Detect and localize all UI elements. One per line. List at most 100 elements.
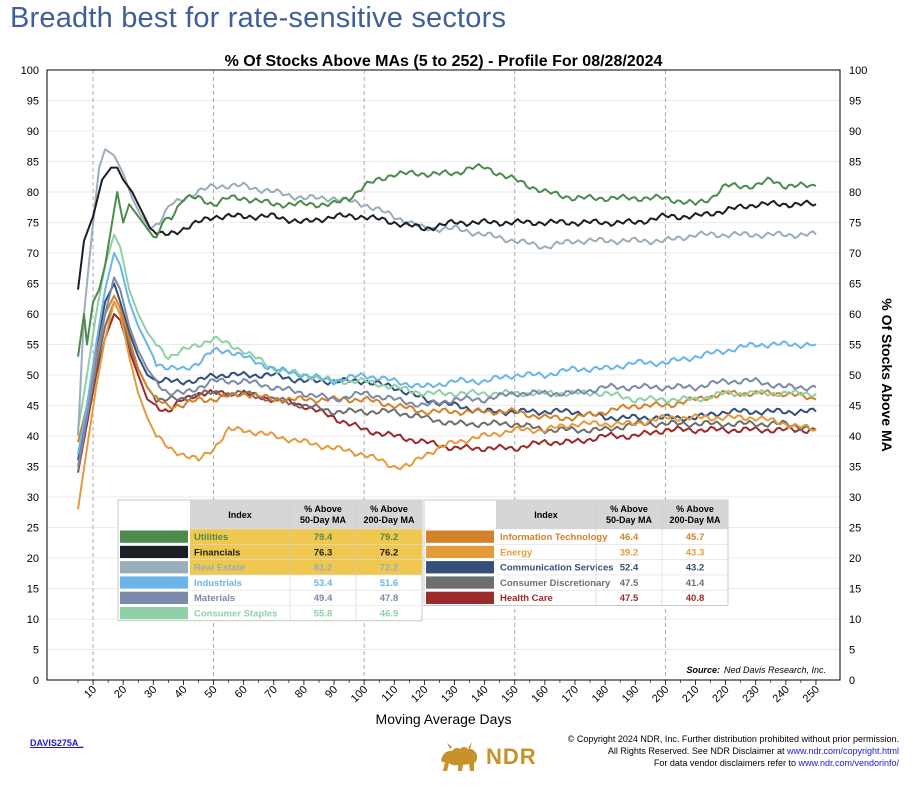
y-tick-label: 95	[27, 96, 39, 108]
legend-entry-200d: 43.2	[686, 563, 705, 574]
x-tick-label: 240	[771, 684, 792, 705]
y-tick-label-right: 95	[849, 96, 861, 108]
y-tick-label-right: 5	[849, 645, 855, 657]
ndr-logo: NDR	[438, 740, 537, 774]
legend-swatch	[120, 561, 188, 574]
legend-entry-name: Consumer Discretionary	[500, 578, 611, 589]
x-tick-label: 190	[620, 684, 641, 705]
y-tick-label: 20	[27, 553, 39, 565]
y-axis-right: 0 5 10 15 20 25 30 35 40 45 50 55 60 65 70 75 80 85 90 95 10…	[849, 65, 867, 687]
y-tick-label-right: 15	[849, 584, 861, 596]
series-line-industrials	[77, 252, 817, 455]
source-label: Source:	[686, 665, 720, 675]
legend-swatch	[120, 576, 188, 589]
x-tick-label: 40	[172, 684, 189, 701]
legend-header-bg	[496, 500, 728, 529]
y-tick-label-right: 50	[849, 370, 861, 382]
legend-row-highlight	[190, 544, 422, 560]
legend-swatch	[426, 591, 494, 604]
legend-swatch	[120, 591, 188, 604]
series-line-materials	[77, 276, 817, 467]
x-tick-label: 80	[293, 684, 310, 701]
legend-swatch	[426, 545, 494, 559]
y-tick-label-right: 100	[849, 65, 867, 77]
source-note: Source: Ned Davis Research, Inc.	[686, 665, 826, 675]
legend-swatch	[426, 561, 494, 574]
y-tick-label: 45	[27, 401, 39, 413]
legend-entry-200d: 43.3	[686, 547, 705, 558]
x-tick-label: 120	[409, 684, 430, 705]
legend-entry-name: Information Technology	[500, 532, 608, 543]
legend-entry-200d: 45.7	[686, 532, 705, 543]
legend-entry-50d: 55.8	[314, 609, 333, 620]
legend-swatch	[426, 576, 494, 589]
y-tick-label-right: 75	[849, 218, 861, 230]
copyright-line-3: For data vendor disclaimers refer to www…	[568, 757, 899, 769]
x-tick-label: 130	[439, 684, 460, 705]
legend-entry-200d: 76.2	[380, 547, 399, 558]
legend-swatch	[120, 530, 188, 543]
y-tick-label: 50	[27, 370, 39, 382]
legend-header-col: 200-Day MA	[669, 515, 721, 525]
vendor-info-link[interactable]: www.ndr.com/vendorinfo/	[798, 758, 899, 768]
plot-frame	[46, 69, 841, 681]
legend-entry-200d: 51.6	[380, 578, 399, 589]
x-tick-label: 140	[469, 684, 490, 705]
copyright-line-2-text: All Rights Reserved. See NDR Disclaimer …	[607, 746, 787, 756]
y-tick-label-right: 45	[849, 401, 861, 413]
legend-swatch	[120, 607, 188, 620]
y-tick-label: 30	[27, 492, 39, 504]
x-axis-label: Moving Average Days	[376, 711, 512, 727]
chart-title: % Of Stocks Above MAs (5 to 252) - Profi…	[225, 53, 663, 70]
y-tick-label: 80	[27, 187, 39, 199]
legend-entry-name: Consumer Staples	[194, 609, 277, 620]
y-tick-label-right: 70	[849, 248, 861, 260]
legend-row-highlight	[190, 559, 422, 575]
legend-entry-name: Real Estate	[194, 563, 245, 574]
chart-code: DAVIS275A_	[30, 738, 84, 748]
legend-header-index: Index	[228, 510, 252, 520]
legend-entry-name: Financials	[194, 547, 240, 558]
y-tick-label-right: 90	[849, 126, 861, 138]
y-tick-label: 10	[27, 614, 39, 626]
legend-entry-200d: 72.2	[380, 563, 399, 574]
x-tick-label: 110	[380, 684, 401, 705]
headline: Breadth best for rate-sensitive sectors	[10, 2, 507, 34]
y-tick-label: 5	[33, 645, 39, 657]
y-tick-label: 15	[27, 584, 39, 596]
copyright-link[interactable]: www.ndr.com/copyright.html	[786, 746, 899, 756]
x-tick-label: 210	[680, 684, 701, 705]
legend-header-col: 200-Day MA	[363, 515, 415, 525]
y-tick-label: 0	[33, 675, 39, 687]
x-tick-label: 230	[740, 684, 761, 705]
x-tick-label: 150	[499, 684, 520, 705]
y-tick-label-right: 20	[849, 553, 861, 565]
legend-swatch	[120, 545, 188, 559]
y-tick-label-right: 0	[849, 675, 855, 687]
legend-entry-200d: 46.9	[380, 609, 399, 620]
x-tick-label: 180	[590, 684, 611, 705]
copyright-line-2: All Rights Reserved. See NDR Disclaimer …	[568, 745, 899, 757]
y-tick-label: 35	[27, 462, 39, 474]
bull-bear-icon	[441, 742, 478, 771]
legend-entry-name: Utilities	[194, 532, 228, 543]
legend-entry-200d: 47.8	[380, 593, 399, 604]
y-tick-label: 70	[27, 248, 39, 260]
legend-entry-name: Materials	[194, 593, 235, 604]
series-line-real-estate	[77, 148, 817, 437]
x-tick-label: 90	[323, 684, 340, 701]
y-tick-label: 85	[27, 157, 39, 169]
y-tick-label-right: 10	[849, 614, 861, 626]
legend-swatch	[426, 530, 494, 543]
ndr-logo-text: NDR	[486, 744, 537, 769]
y-tick-label: 55	[27, 340, 39, 352]
x-tick-label: 30	[142, 684, 159, 701]
legend-entry-200d: 79.2	[380, 532, 399, 543]
legend-entry-50d: 52.4	[620, 563, 639, 574]
copyright-block: © Copyright 2024 NDR, Inc. Further distr…	[568, 733, 899, 769]
y-tick-label: 25	[27, 523, 39, 535]
y-tick-label-right: 65	[849, 279, 861, 291]
legend-header-col: 50-Day MA	[300, 515, 347, 525]
